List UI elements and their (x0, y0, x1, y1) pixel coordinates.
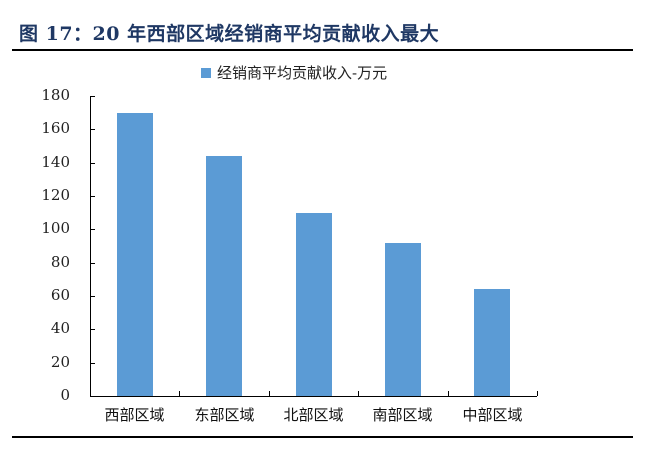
figure-title: 图 17：20 年西部区域经销商平均贡献收入最大 (19, 23, 440, 45)
bar-5 (474, 289, 510, 396)
y-tick-label: 180 (41, 86, 70, 104)
y-tick (90, 263, 95, 264)
bar-1 (117, 113, 153, 396)
x-tick (269, 391, 270, 396)
y-tick (90, 363, 95, 364)
bar-2 (206, 156, 242, 396)
x-category-label: 西部区域 (104, 406, 165, 424)
x-tick (358, 391, 359, 396)
x-axis (90, 396, 537, 397)
x-tick (537, 391, 538, 396)
x-category-label: 中部区域 (462, 406, 523, 424)
chart-legend: 经销商平均贡献收入-万元 (201, 62, 387, 83)
y-tick (90, 163, 95, 164)
y-tick-label: 100 (41, 219, 70, 237)
y-tick (90, 196, 95, 197)
x-tick (179, 391, 180, 396)
y-tick (90, 329, 95, 330)
y-tick-label: 140 (41, 153, 70, 171)
bottom-divider (12, 436, 633, 438)
legend-swatch-icon (201, 67, 211, 78)
bar-3 (296, 213, 332, 396)
x-category-label: 东部区域 (194, 406, 255, 424)
title-divider (12, 49, 633, 51)
bar-4 (385, 243, 421, 396)
y-tick-label: 120 (41, 186, 70, 204)
y-tick (90, 396, 95, 397)
y-tick-label: 0 (60, 386, 70, 404)
y-tick-label: 60 (50, 286, 70, 304)
x-category-label: 北部区域 (283, 406, 344, 424)
x-tick (448, 391, 449, 396)
y-tick-label: 80 (50, 253, 70, 271)
y-tick-label: 40 (50, 319, 70, 337)
y-tick (90, 296, 95, 297)
y-tick (90, 229, 95, 230)
y-tick-label: 160 (41, 119, 70, 137)
y-tick-label: 20 (50, 353, 70, 371)
x-category-label: 南部区域 (372, 406, 433, 424)
legend-label: 经销商平均贡献收入-万元 (217, 64, 388, 82)
y-tick (90, 129, 95, 130)
y-tick (90, 96, 95, 97)
y-axis (90, 96, 91, 396)
